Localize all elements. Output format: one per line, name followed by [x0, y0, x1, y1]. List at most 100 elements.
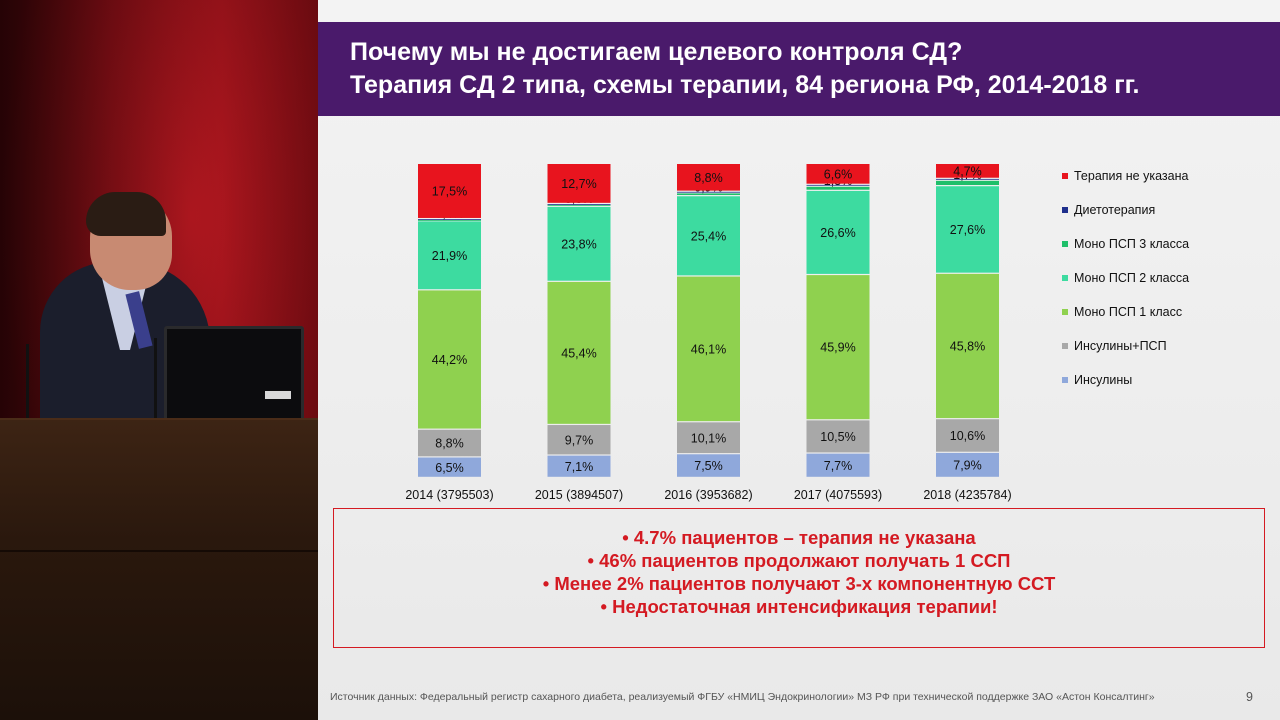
data-label: 26,6%: [820, 226, 855, 240]
title-band: [318, 22, 1280, 116]
bar-segment: [936, 178, 999, 180]
bar-segment: [547, 425, 611, 455]
data-label: 27,6%: [950, 223, 985, 237]
legend-swatch: [1062, 173, 1068, 179]
data-label: 6,5%: [435, 461, 464, 475]
data-label: 10,5%: [820, 430, 855, 444]
data-label: 21,9%: [432, 249, 467, 263]
bar-segment: [806, 275, 870, 420]
data-label: 25,4%: [691, 229, 726, 243]
legend-swatch: [1062, 377, 1068, 383]
bar-segment: [806, 190, 870, 274]
bar-segment: [547, 164, 611, 203]
data-label: 45,9%: [820, 341, 855, 355]
data-label: 4,7%: [953, 164, 982, 178]
bullet-4: • Недостаточная интенсификация терапии!: [600, 596, 998, 617]
bar-segment: [936, 180, 999, 186]
bar-segment: [806, 453, 870, 477]
bar-segment: [677, 193, 740, 196]
presenter-hair: [86, 192, 166, 236]
bar-segment: [418, 429, 481, 457]
podium-monitor: [164, 326, 304, 432]
microphone-gooseneck: [154, 338, 157, 422]
bar-segment: [677, 196, 740, 276]
bar-segment: [677, 422, 740, 454]
bullet-2: • 46% пациентов продолжают получать 1 СС…: [587, 550, 1011, 571]
category-label: 2017 (4075593): [794, 488, 882, 502]
legend-swatch: [1062, 309, 1068, 315]
data-label: 6,6%: [824, 167, 853, 181]
bar-segment: [936, 186, 999, 273]
source-footnote: Источник данных: Федеральный регистр сах…: [330, 691, 1155, 703]
monitor-logo: [265, 391, 291, 399]
data-label: 44,2%: [432, 353, 467, 367]
podium: [0, 420, 318, 720]
bar-segment: [547, 281, 611, 424]
legend-item: Инсулины+ПСП: [1062, 336, 1167, 356]
data-label: 7,1%: [565, 460, 594, 474]
bar-segment: [936, 164, 999, 178]
bar-segment: [418, 290, 481, 429]
legend-item: Терапия не указана: [1062, 166, 1188, 186]
presentation-slide: Почему мы не достигаем целевого контроля…: [318, 0, 1280, 720]
legend-swatch: [1062, 207, 1068, 213]
bar-segment: [806, 184, 870, 186]
legend-item: Диетотерапия: [1062, 200, 1155, 220]
data-label: 23,8%: [561, 237, 596, 251]
legend-label: Терапия не указана: [1074, 169, 1189, 183]
legend-label: Моно ПСП 3 класса: [1074, 237, 1190, 251]
legend-label: Моно ПСП 2 класса: [1074, 271, 1190, 285]
legend-swatch: [1062, 241, 1068, 247]
bar-segment: [418, 164, 481, 218]
slide-title-line-2: Терапия СД 2 типа, схемы терапии, 84 рег…: [350, 71, 1140, 99]
legend-swatch: [1062, 343, 1068, 349]
bar-segment: [677, 454, 740, 477]
category-label: 2015 (3894507): [535, 488, 623, 502]
bullet-3: • Менее 2% пациентов получают 3-х компон…: [542, 573, 1056, 594]
legend-swatch: [1062, 275, 1068, 281]
conclusions-box: • 4.7% пациентов – терапия не указана • …: [333, 508, 1265, 648]
bar-segment: [936, 452, 999, 477]
bar-segment: [547, 206, 611, 281]
bar-segment: [677, 276, 740, 422]
slide-page-number: 9: [1246, 690, 1253, 704]
bar-segment: [547, 204, 611, 206]
legend-item: Инсулины: [1062, 370, 1132, 390]
bar-segment: [936, 273, 999, 419]
data-label: 10,1%: [691, 431, 726, 445]
bar-segment: [547, 204, 611, 205]
legend-label: Инсулины: [1074, 373, 1133, 387]
bar-segment: [806, 164, 870, 184]
bar-segment: [677, 191, 740, 193]
bar-segment: [806, 420, 870, 453]
bar-segment: [677, 164, 740, 191]
data-label: 17,5%: [432, 185, 467, 199]
legend-label: Моно ПСП 1 класс: [1074, 305, 1183, 319]
data-label: 8,8%: [694, 171, 723, 185]
legend-label: Диетотерапия: [1074, 203, 1156, 217]
stacked-bar-chart: 6,5%8,8%44,2%21,9%0,4%17,5%2014 (3795503…: [405, 164, 1012, 502]
data-label: 12,7%: [561, 177, 596, 191]
bar-segment: [418, 457, 481, 477]
data-label: 45,4%: [561, 346, 596, 360]
bar-segment: [936, 419, 999, 452]
bar-segment: [418, 221, 481, 290]
data-label: 46,1%: [691, 342, 726, 356]
data-label: 7,5%: [694, 459, 723, 473]
legend-label: Инсулины+ПСП: [1074, 339, 1167, 353]
category-label: 2014 (3795503): [405, 488, 493, 502]
data-label: 7,9%: [953, 458, 982, 472]
category-label: 2018 (4235784): [923, 488, 1011, 502]
legend-item: Моно ПСП 1 класс: [1062, 302, 1182, 322]
bar-segment: [547, 455, 611, 477]
presenter-video-area: [0, 0, 318, 720]
data-label: 9,7%: [565, 433, 594, 447]
data-label: 7,7%: [824, 459, 853, 473]
legend-item: Моно ПСП 3 класса: [1062, 234, 1189, 254]
data-label: 8,8%: [435, 437, 464, 451]
category-label: 2016 (3953682): [664, 488, 752, 502]
data-label: 45,8%: [950, 340, 985, 354]
data-label: 10,6%: [950, 429, 985, 443]
bar-segment: [806, 186, 870, 190]
microphone-stand: [26, 344, 29, 424]
